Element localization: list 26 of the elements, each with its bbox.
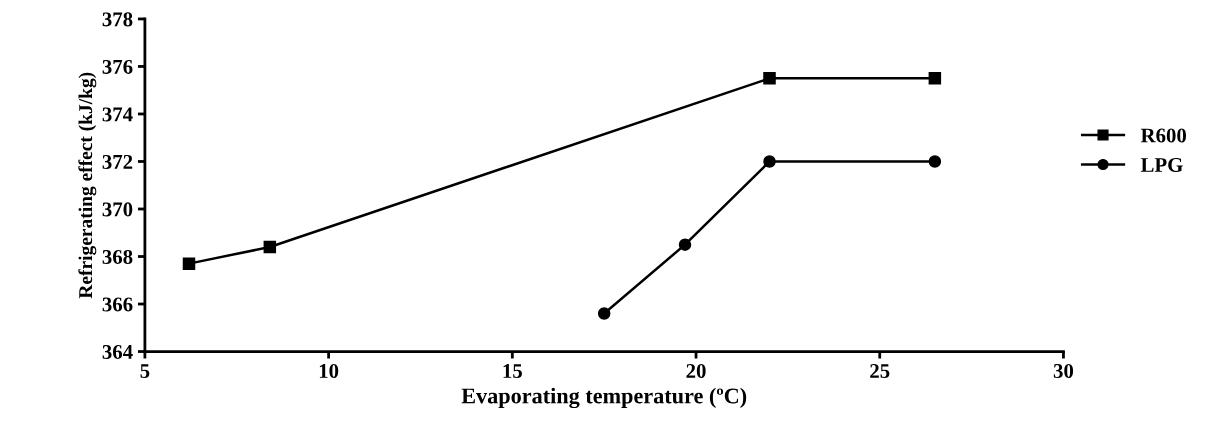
legend-label: R600 [1140, 128, 1187, 143]
y-axis-title: Refrigerating effect (kJ/kg) [78, 72, 97, 299]
point [763, 72, 776, 85]
y-tick-label: 370 [102, 202, 133, 217]
y-tick-label: 372 [102, 154, 133, 169]
y-tick-label: 368 [102, 249, 133, 264]
y-tick-label: 374 [102, 107, 133, 122]
x-tick-label: 30 [1053, 363, 1074, 378]
y-tick-label: 366 [102, 297, 133, 312]
x-axis-title: Evaporating temperature (ºC) [461, 387, 747, 409]
x-tick-label: 25 [870, 364, 890, 378]
x-tick-label: 20 [686, 363, 706, 378]
point [597, 307, 611, 320]
point [678, 238, 692, 251]
point [928, 155, 942, 168]
x-tick-label: 5 [140, 364, 150, 378]
x-tick-label: 10 [319, 363, 339, 378]
y-tick-label: 376 [102, 59, 133, 74]
legend-label: LPG [1140, 157, 1183, 172]
point [763, 155, 776, 168]
y-tick-label: 378 [102, 12, 133, 27]
point [263, 240, 277, 254]
y-tick-label: 364 [102, 344, 133, 359]
x-tick-label: 15 [503, 364, 522, 378]
point [928, 72, 942, 85]
point [182, 257, 196, 270]
